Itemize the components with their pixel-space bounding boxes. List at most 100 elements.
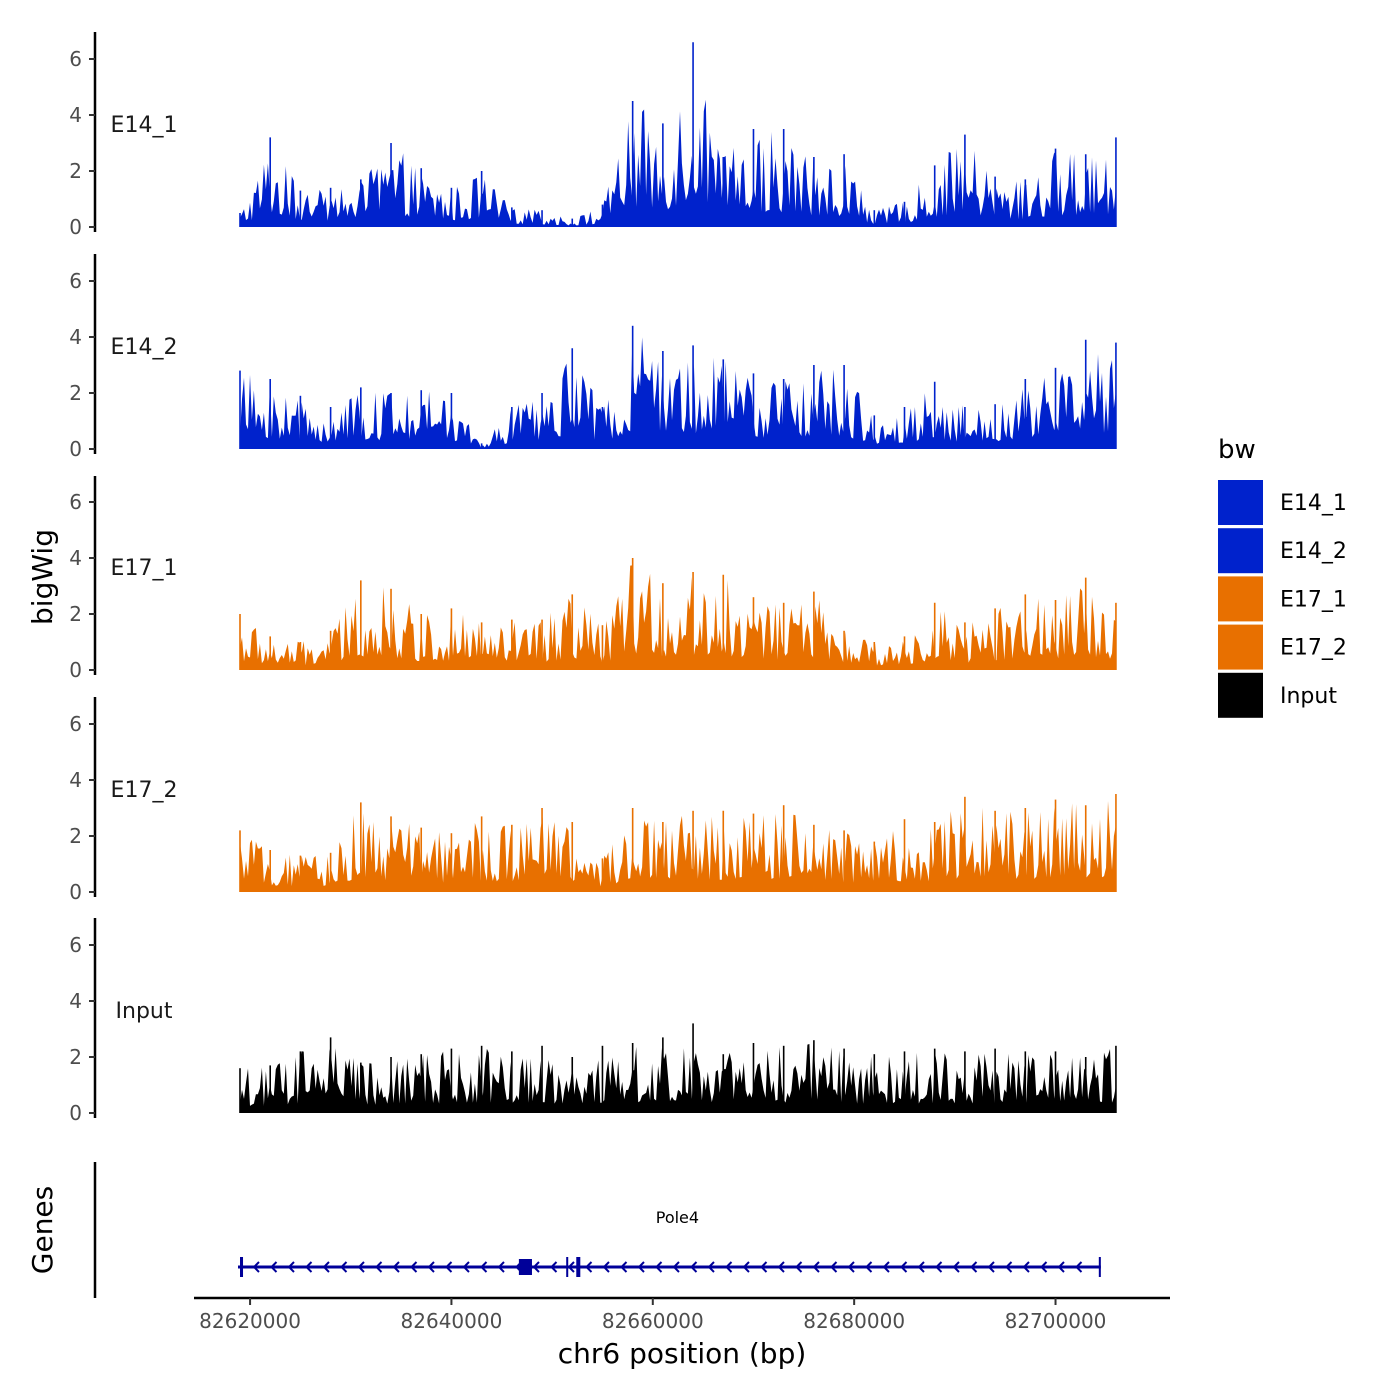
legend-swatch-E14_1 [1218, 480, 1263, 525]
y-tick-label: 6 [69, 47, 82, 71]
y-tick-label: 4 [69, 546, 82, 570]
x-axis: 82620000 82640000 82660000 82680000 82700000 [194, 1296, 1170, 1333]
y-tick-label: 2 [69, 824, 82, 848]
gene-exon [1098, 1257, 1101, 1277]
strand-arrow [410, 1261, 418, 1273]
signal-area-E17_1 [240, 565, 1116, 670]
gene-Pole4: Pole4 [238, 1208, 1101, 1277]
strand-arrow [305, 1261, 313, 1273]
strand-arrow [987, 1261, 995, 1273]
strand-arrow [690, 1261, 698, 1273]
signal-area-E14_1 [240, 99, 1116, 227]
y-tick-label: 2 [69, 159, 82, 183]
gene-label: Pole4 [656, 1208, 699, 1227]
x-tick-label: 82660000 [602, 1309, 704, 1333]
x-tick-label: 82680000 [803, 1309, 905, 1333]
y-tick-label: 4 [69, 989, 82, 1013]
y-tick-label: 6 [69, 712, 82, 736]
strand-arrow [847, 1261, 855, 1273]
y-tick-label: 0 [69, 1101, 82, 1125]
y-tick-label: 0 [69, 658, 82, 682]
strand-arrow [532, 1261, 540, 1273]
strand-arrow [830, 1261, 838, 1273]
strand-arrow [375, 1261, 383, 1273]
signal-tracks: 0 2 4 6 E14_1 0 2 4 6 E14_2 0 2 4 6 E17_1 0 2 4 6 E17_2 0 2 4 6… [69, 32, 1117, 1125]
strand-arrow [620, 1261, 628, 1273]
strand-arrow [725, 1261, 733, 1273]
strand-arrow [882, 1261, 890, 1273]
strand-arrow [1057, 1261, 1065, 1273]
strand-arrow [567, 1261, 575, 1273]
track-label: E17_1 [111, 556, 178, 581]
x-axis-title: chr6 position (bp) [558, 1337, 807, 1370]
strand-arrow [550, 1261, 558, 1273]
strand-arrow [322, 1261, 330, 1273]
legend-swatch-E14_2 [1218, 528, 1263, 574]
x-tick-label: 82640000 [401, 1309, 503, 1333]
strand-arrow [952, 1261, 960, 1273]
track-E17_2: 0 2 4 6 E17_2 [69, 697, 1117, 904]
signal-area-E14_2 [240, 337, 1116, 449]
track-label: E14_2 [111, 335, 178, 360]
x-tick-label: 82620000 [199, 1309, 301, 1333]
strand-arrow [795, 1261, 803, 1273]
strand-arrow [602, 1261, 610, 1273]
y-tick-label: 4 [69, 768, 82, 792]
strand-arrow [427, 1261, 435, 1273]
legend-title: bw [1218, 435, 1256, 465]
strand-arrow [287, 1261, 295, 1273]
strand-arrow [1075, 1261, 1083, 1273]
x-tick-label: 82700000 [1005, 1309, 1107, 1333]
gene-exon [240, 1257, 244, 1277]
strand-arrow [655, 1261, 663, 1273]
y-tick-label: 6 [69, 269, 82, 293]
strand-arrow [252, 1261, 260, 1273]
y-tick-label: 2 [69, 381, 82, 405]
legend-swatch-E17_1 [1218, 576, 1263, 622]
strand-arrow [1040, 1261, 1048, 1273]
signal-area-E17_2 [240, 801, 1116, 892]
strand-arrow [637, 1261, 645, 1273]
strand-arrow [742, 1261, 750, 1273]
strand-arrow [1005, 1261, 1013, 1273]
legend-label: Input [1280, 684, 1337, 709]
track-label: E14_1 [111, 113, 178, 138]
legend: bw E14_1 E14_2 E17_1 E17_2 Input [1218, 435, 1347, 718]
track-E14_1: 0 2 4 6 E14_1 [69, 32, 1117, 239]
y-tick-label: 2 [69, 1045, 82, 1069]
strand-arrow [707, 1261, 715, 1273]
legend-label: E17_1 [1280, 587, 1347, 612]
strand-arrow [970, 1261, 978, 1273]
strand-arrow [935, 1261, 943, 1273]
genes-panel: Pole4 [93, 1162, 1101, 1298]
strand-arrow [270, 1261, 278, 1273]
y-tick-label: 2 [69, 602, 82, 626]
strand-arrow [917, 1261, 925, 1273]
strand-arrow [340, 1261, 348, 1273]
strand-arrow [777, 1261, 785, 1273]
strand-arrow [497, 1261, 505, 1273]
track-Input: 0 2 4 6 Input [69, 918, 1117, 1125]
y-tick-label: 0 [69, 437, 82, 461]
track-label: Input [116, 999, 173, 1024]
strand-arrow [585, 1261, 593, 1273]
y-axis-title: bigWig [26, 529, 59, 625]
signal-area-Input [240, 1043, 1116, 1113]
y-tick-label: 0 [69, 880, 82, 904]
strand-arrow [357, 1261, 365, 1273]
y-tick-label: 4 [69, 325, 82, 349]
strand-arrow [480, 1261, 488, 1273]
strand-arrow [445, 1261, 453, 1273]
legend-swatch-Input [1218, 672, 1263, 718]
strand-arrow [865, 1261, 873, 1273]
y-tick-label: 6 [69, 933, 82, 957]
gene-exon [518, 1259, 532, 1275]
track-E17_1: 0 2 4 6 E17_1 [69, 476, 1117, 682]
strand-arrow [672, 1261, 680, 1273]
gene-exon [566, 1257, 569, 1277]
y-tick-label: 4 [69, 103, 82, 127]
genes-axis-title: Genes [26, 1186, 59, 1274]
track-label: E17_2 [111, 778, 178, 803]
legend-label: E14_1 [1280, 491, 1347, 516]
